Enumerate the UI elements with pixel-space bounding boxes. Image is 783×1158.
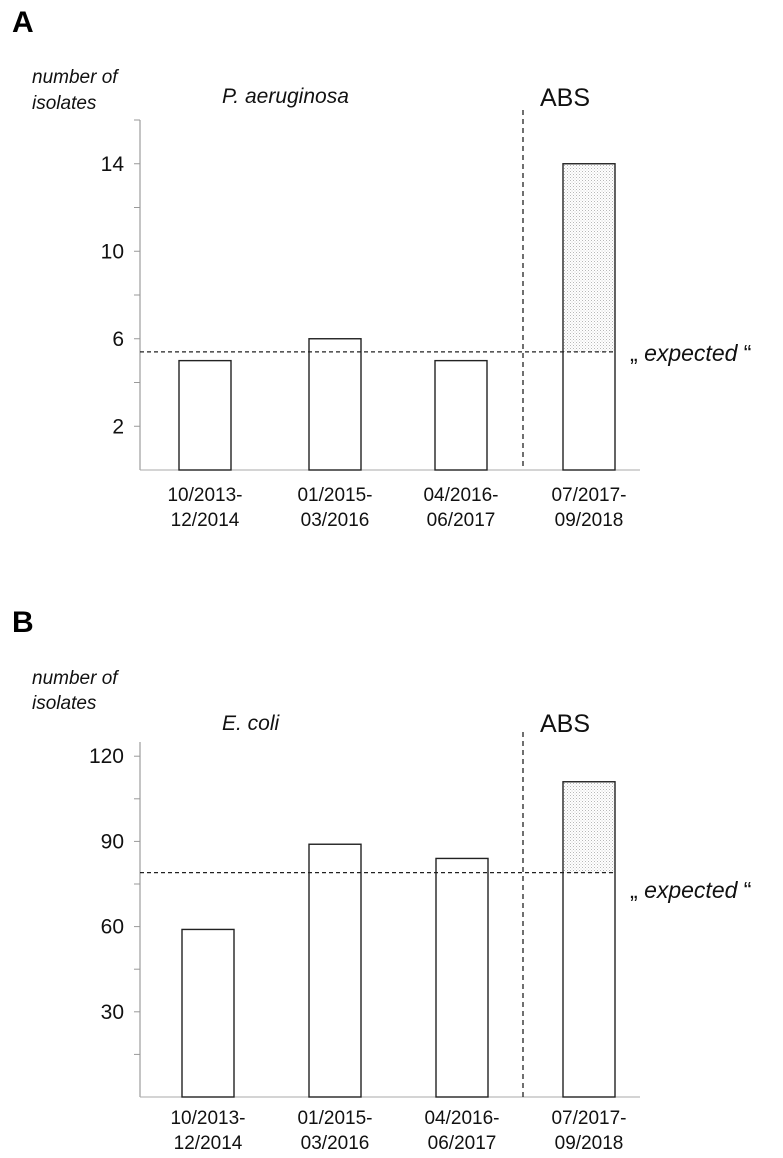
expected-label-a: „ expected “ bbox=[630, 340, 751, 366]
x-tick-label-line1: 10/2013- bbox=[170, 1108, 245, 1129]
y-axis-label-b-line1: number of bbox=[32, 668, 119, 689]
plot-area-a: 2 6 10 14 10/2013- 12/2014 01/2015- 03/2016 04/2… bbox=[101, 110, 640, 531]
expected-close-b: “ bbox=[737, 877, 751, 903]
x-tick-label-line1: 01/2015- bbox=[297, 1108, 372, 1129]
expected-label-b: „ expected “ bbox=[630, 877, 751, 903]
x-tick-label-line2: 03/2016 bbox=[301, 1133, 370, 1154]
divider-label-a: ABS bbox=[540, 84, 590, 112]
bar-excess-fill bbox=[563, 163, 615, 352]
y-tick-label: 90 bbox=[101, 830, 124, 853]
x-tick-label-line2: 09/2018 bbox=[555, 1133, 624, 1154]
x-tick-label-line2: 03/2016 bbox=[301, 510, 370, 531]
panel-label-b: B bbox=[12, 606, 34, 639]
y-tick-label: 30 bbox=[101, 1001, 124, 1024]
x-tick-label-line2: 12/2014 bbox=[174, 1133, 243, 1154]
x-tick-label-line2: 06/2017 bbox=[428, 1133, 497, 1154]
y-axis-label-a-line2: isolates bbox=[32, 93, 97, 114]
panel-label-a: A bbox=[12, 6, 34, 39]
y-axis-label-b-line2: isolates bbox=[32, 693, 97, 714]
expected-word-b: expected bbox=[644, 877, 739, 903]
x-tick-label-line1: 01/2015- bbox=[297, 485, 372, 506]
bar bbox=[178, 359, 232, 471]
y-tick-label: 14 bbox=[101, 153, 125, 176]
x-tick-label-line1: 07/2017- bbox=[551, 485, 626, 506]
bar bbox=[562, 781, 616, 1098]
panel-a: A number of isolates P. aeruginosa ABS „… bbox=[12, 6, 751, 531]
y-tick-label: 6 bbox=[112, 328, 124, 351]
x-tick-label-line2: 06/2017 bbox=[427, 510, 496, 531]
bar bbox=[308, 843, 362, 1098]
expected-close-a: “ bbox=[737, 340, 751, 366]
x-tick-label-line1: 04/2016- bbox=[424, 1108, 499, 1129]
panel-b: B number of isolates E. coli ABS „ expec… bbox=[12, 606, 751, 1154]
bar bbox=[308, 338, 362, 471]
x-tick-label-line2: 12/2014 bbox=[171, 510, 240, 531]
bar bbox=[435, 857, 489, 1098]
y-tick-label: 60 bbox=[101, 916, 124, 939]
bar bbox=[562, 163, 616, 471]
chart-title-a: P. aeruginosa bbox=[222, 85, 349, 108]
bar bbox=[434, 359, 488, 471]
x-tick-label-line2: 09/2018 bbox=[555, 510, 624, 531]
chart-title-b: E. coli bbox=[222, 712, 281, 735]
y-axis-label-a-line1: number of bbox=[32, 67, 119, 88]
y-tick-label: 10 bbox=[101, 240, 124, 263]
y-tick-label: 120 bbox=[89, 745, 124, 768]
plot-area-b: 30 60 90 120 10/2013- 12/2014 01/2015- 03/2016 0… bbox=[89, 732, 640, 1154]
y-tick-label: 2 bbox=[112, 415, 124, 438]
x-tick-label-line1: 04/2016- bbox=[423, 485, 498, 506]
x-tick-label-line1: 07/2017- bbox=[551, 1108, 626, 1129]
expected-open-b: „ bbox=[630, 877, 644, 903]
bar-excess-fill bbox=[563, 781, 615, 873]
bar bbox=[181, 928, 235, 1098]
expected-word-a: expected bbox=[644, 340, 739, 366]
divider-label-b: ABS bbox=[540, 710, 590, 738]
expected-open-a: „ bbox=[630, 340, 644, 366]
x-tick-label-line1: 10/2013- bbox=[167, 485, 242, 506]
